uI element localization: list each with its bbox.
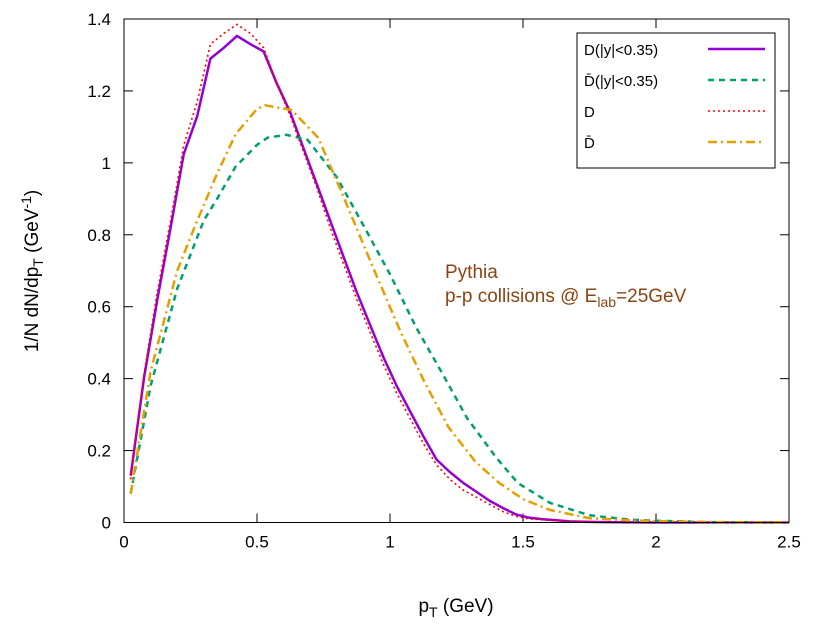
series-line-3	[129, 104, 790, 524]
y-tick-label: 0.4	[87, 370, 111, 389]
y-tick-label: 0	[102, 514, 111, 533]
legend: D(|y|<0.35) D̄(|y|<0.35) D D̄	[576, 32, 776, 169]
annotation-line1: Pythia	[445, 262, 498, 283]
series-lines	[129, 23, 790, 524]
annotation: Pythia p-p collisions @ Elab=25GeV	[445, 262, 687, 310]
x-tick-label: 0.5	[245, 533, 269, 552]
x-tick-label: 0	[119, 533, 128, 552]
legend-box	[576, 32, 776, 169]
y-tick-label: 0.2	[87, 442, 111, 461]
legend-label-0: D(|y|<0.35)	[584, 42, 658, 59]
series-line-1	[129, 133, 790, 524]
x-tick-label: 2.5	[777, 533, 801, 552]
legend-label-1: D̄(|y|<0.35)	[584, 73, 658, 90]
y-tick-label: 1	[102, 154, 111, 173]
axis-ticks: 0 0.5 1 1.5 2 2.5 0 0.2 0.4 0.6 0.8 1 1.2 1.4	[87, 10, 800, 552]
legend-label-2: D	[584, 104, 595, 121]
plot-frame	[123, 18, 790, 523]
x-tick-label: 2	[651, 533, 660, 552]
x-tick-label: 1	[385, 533, 394, 552]
x-tick-label: 1.5	[511, 533, 535, 552]
y-axis-label: 1/N dN/dpT (GeV-1)	[18, 190, 46, 353]
x-axis-label: pT (GeV)	[418, 596, 493, 620]
y-tick-label: 0.6	[87, 298, 111, 317]
y-tick-label: 1.2	[87, 82, 111, 101]
annotation-line2: p-p collisions @ Elab=25GeV	[445, 286, 687, 310]
y-tick-label: 0.8	[87, 226, 111, 245]
legend-label-3: D̄	[584, 135, 595, 152]
y-tick-label: 1.4	[87, 10, 111, 29]
